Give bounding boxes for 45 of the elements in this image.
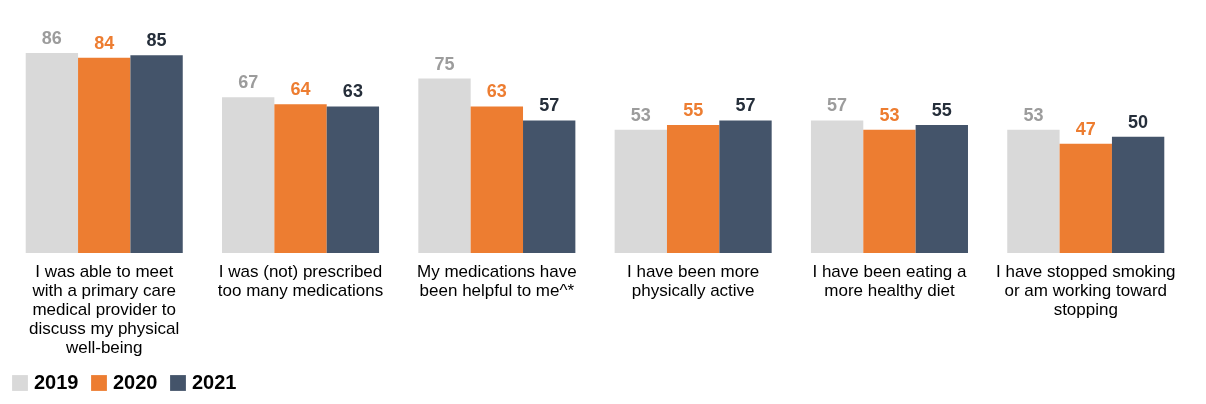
x-tick-label: I have stopped smoking or am working toward stopping bbox=[995, 261, 1176, 319]
bar bbox=[222, 97, 275, 253]
x-tick-label: My medications have been helpful to me^* bbox=[417, 261, 577, 300]
legend-label: 2020 bbox=[113, 371, 158, 393]
x-tick-label: I was (not) prescribed too many medications bbox=[217, 261, 384, 300]
bar bbox=[614, 129, 667, 253]
bar bbox=[470, 106, 524, 253]
bar bbox=[274, 104, 327, 253]
data-label: 85 bbox=[146, 30, 167, 51]
bar bbox=[666, 125, 720, 253]
data-label: 50 bbox=[1128, 111, 1149, 132]
data-label: 53 bbox=[879, 104, 900, 125]
bar bbox=[78, 57, 131, 253]
data-label: 86 bbox=[41, 28, 62, 48]
bar bbox=[719, 120, 772, 253]
data-label: 55 bbox=[931, 100, 952, 121]
x-tick-label: I have been eating a more healthy diet bbox=[812, 261, 968, 300]
legend-label: 2019 bbox=[34, 371, 79, 393]
bar bbox=[418, 78, 471, 253]
data-label: 47 bbox=[1075, 118, 1096, 139]
bar bbox=[1059, 143, 1112, 253]
bar bbox=[1111, 136, 1165, 253]
x-tick-label: I was able to meet with a primary care medical provider to discuss my physical well-being bbox=[29, 261, 180, 357]
data-label: 64 bbox=[290, 79, 311, 100]
bar bbox=[1007, 129, 1060, 253]
data-label: 75 bbox=[434, 53, 455, 74]
data-label: 53 bbox=[630, 104, 651, 125]
data-label: 67 bbox=[238, 72, 259, 93]
data-label: 63 bbox=[342, 81, 363, 102]
bar bbox=[810, 120, 864, 253]
bar bbox=[863, 129, 916, 253]
bar bbox=[523, 120, 576, 253]
bar bbox=[915, 125, 968, 253]
bar bbox=[25, 53, 79, 253]
legend-label: 2021 bbox=[192, 371, 237, 393]
data-label: 57 bbox=[735, 95, 756, 116]
data-label: 53 bbox=[1023, 104, 1044, 125]
data-label: 55 bbox=[683, 100, 704, 121]
data-label: 57 bbox=[539, 95, 560, 116]
data-label: 63 bbox=[486, 81, 507, 102]
data-label: 57 bbox=[827, 95, 848, 116]
data-label: 84 bbox=[94, 32, 115, 53]
bar bbox=[130, 55, 183, 253]
bar bbox=[326, 106, 380, 253]
x-tick-label: I have been more physically active bbox=[627, 261, 760, 300]
